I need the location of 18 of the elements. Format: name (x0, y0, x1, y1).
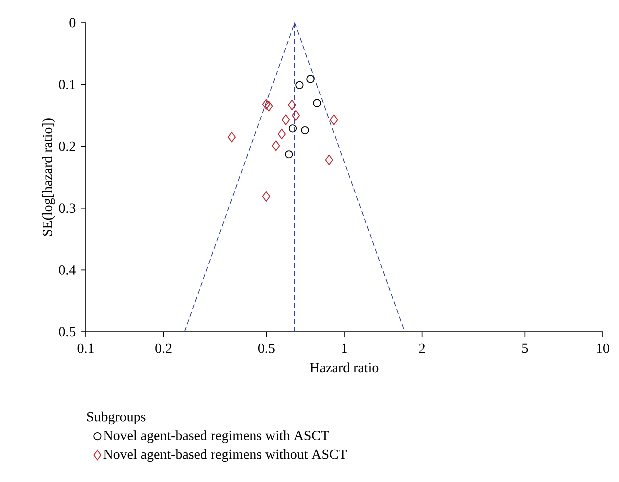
x-tick-label: 0.1 (78, 344, 94, 354)
x-axis-title: Hazard ratio (310, 362, 379, 373)
y-tick-label: 0.5 (59, 327, 76, 337)
x-tick-label: 0.5 (258, 344, 275, 354)
y-tick-label: 0.1 (59, 80, 76, 90)
y-axis-title: SE(log[hazard ratio]) (42, 118, 56, 236)
x-tick-label: 1 (342, 344, 348, 354)
legend-label: Novel agent-based regimens with ASCT (104, 430, 330, 444)
x-tick-label: 2 (419, 344, 426, 354)
x-tick-label: 0.2 (156, 344, 172, 354)
y-tick-label: 0.4 (59, 265, 76, 275)
y-tick-label: 0.2 (59, 142, 76, 152)
y-tick-label: 0.3 (59, 204, 76, 214)
x-tick-label: 10 (597, 344, 610, 354)
legend-title: Subgroups (87, 412, 146, 425)
x-tick-label: 5 (522, 344, 528, 354)
y-tick-label: 0 (70, 18, 76, 28)
legend-label: Novel agent-based regimens without ASCT (104, 449, 348, 462)
